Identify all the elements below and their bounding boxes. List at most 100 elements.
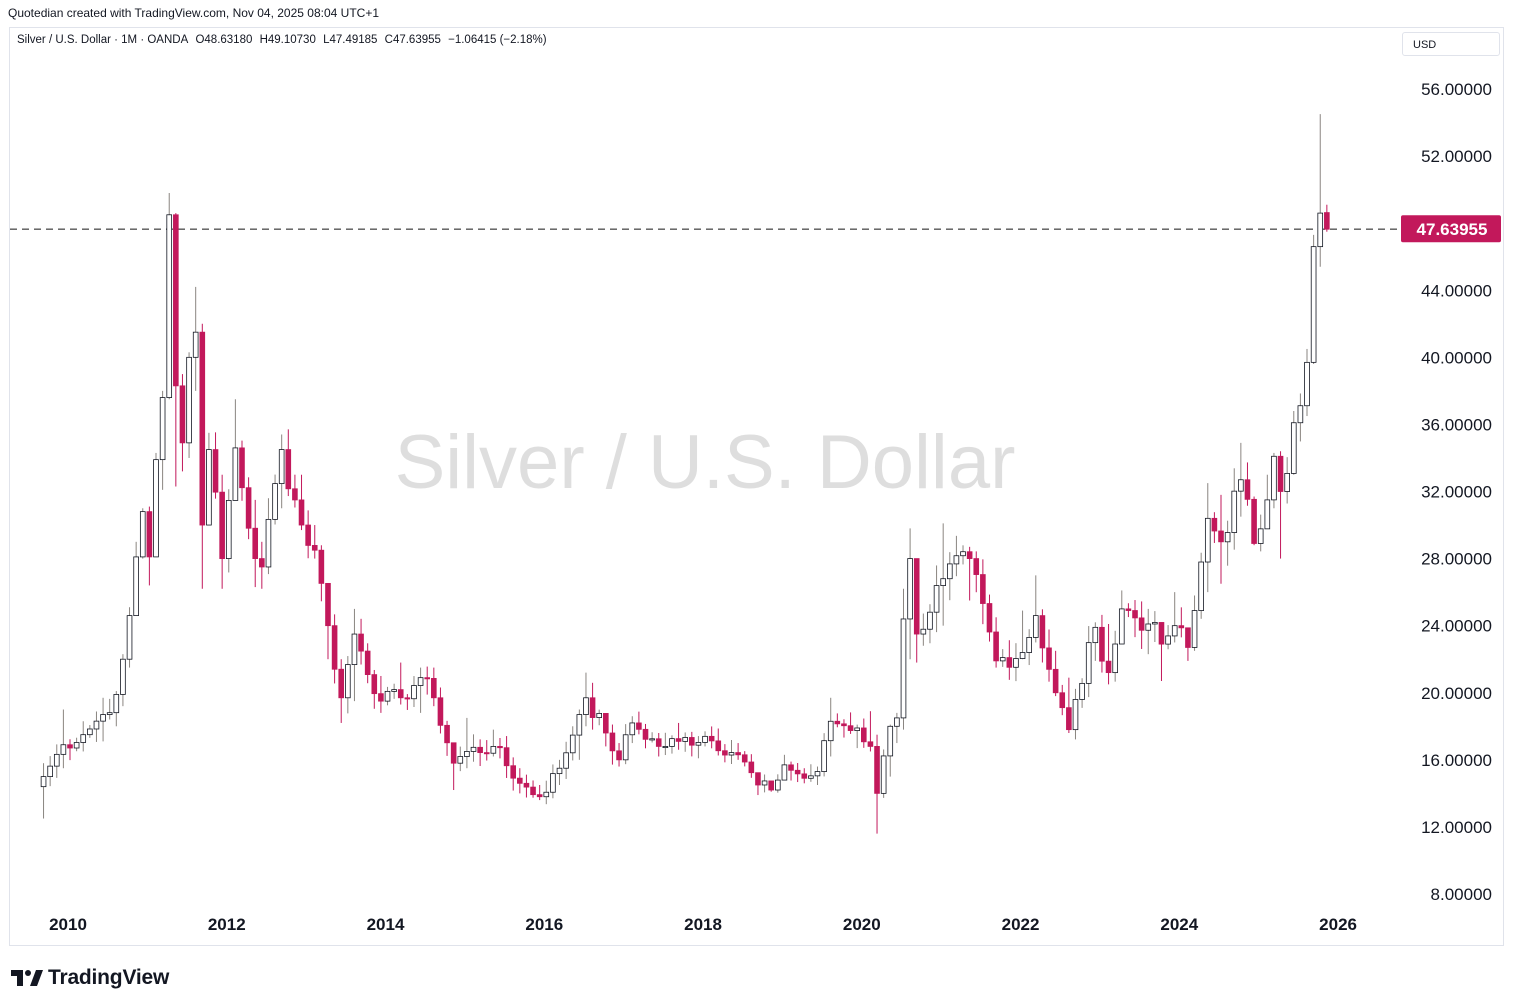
candle-down xyxy=(497,746,503,749)
candle-down xyxy=(689,737,695,746)
candle-up xyxy=(761,780,768,786)
candle-up xyxy=(781,764,788,781)
time-tick-label: 2026 xyxy=(1319,915,1357,934)
candle-down xyxy=(292,488,298,501)
candle-up xyxy=(556,767,563,775)
time-axis: 2010 2012 2014 2016 2018 2020 2022 2024 2026 xyxy=(49,915,1357,934)
candle-down xyxy=(444,724,450,744)
candle-down xyxy=(741,754,748,763)
candle-down xyxy=(1059,692,1066,709)
tradingview-logo[interactable]: TradingView xyxy=(10,964,169,992)
candle-down xyxy=(1251,498,1257,544)
candle-up xyxy=(894,717,900,727)
chart-frame xyxy=(9,27,1504,946)
time-tick-label: 2018 xyxy=(684,915,722,934)
candle-up xyxy=(100,714,106,722)
candle-down xyxy=(794,769,801,775)
price-tick-label: 52.00000 xyxy=(1421,147,1492,166)
candle-up xyxy=(1145,623,1152,631)
candle-down xyxy=(239,447,245,489)
candle-down xyxy=(517,777,523,784)
candle-up xyxy=(629,722,636,736)
candle-down xyxy=(431,678,437,699)
symbol-name: Silver / U.S. Dollar · 1M · OANDA xyxy=(17,34,189,46)
candle-up xyxy=(411,685,417,700)
candle-up xyxy=(583,697,589,715)
candle-up xyxy=(808,775,814,779)
candle-up xyxy=(920,628,927,635)
candle-down xyxy=(371,674,378,695)
candle-down xyxy=(1006,657,1013,668)
candle-down xyxy=(67,744,73,749)
change-value: −1.06415 (−2.18%) xyxy=(448,34,547,46)
candle-down xyxy=(311,545,318,551)
candle-up xyxy=(960,551,966,557)
candle-up xyxy=(775,779,781,791)
candle-down xyxy=(1125,608,1132,611)
candle-up xyxy=(159,397,166,461)
close-value: C47.63955 xyxy=(384,34,441,46)
currency-button[interactable]: USD xyxy=(1402,32,1500,56)
candle-down xyxy=(1099,626,1105,662)
candle-up xyxy=(153,459,159,558)
candle-down xyxy=(589,697,596,718)
candle-up xyxy=(827,720,834,742)
candle-up xyxy=(1310,246,1317,363)
candle-series xyxy=(40,114,1330,834)
candle-up xyxy=(576,714,583,736)
candle-up xyxy=(1198,561,1204,611)
candle-down xyxy=(861,727,867,743)
candle-down xyxy=(1066,707,1072,731)
low-value: L47.49185 xyxy=(323,34,378,46)
candle-up xyxy=(728,752,735,756)
candle-down xyxy=(397,689,404,699)
candle-down xyxy=(338,668,345,699)
tradingview-logo-text: TradingView xyxy=(48,966,170,989)
candle-up xyxy=(543,791,550,798)
candle-down xyxy=(523,782,530,788)
candle-up xyxy=(1224,532,1231,543)
candle-down xyxy=(1244,479,1251,500)
candle-down xyxy=(305,524,311,546)
price-tick-label: 12.00000 xyxy=(1421,818,1492,837)
candle-up xyxy=(550,773,556,793)
candle-up xyxy=(265,518,272,568)
candle-down xyxy=(748,761,755,774)
candle-up xyxy=(40,776,47,788)
candle-up xyxy=(596,713,602,718)
candle-up xyxy=(53,753,60,767)
candle-up xyxy=(814,771,821,777)
candle-down xyxy=(404,697,411,700)
candle-down xyxy=(603,713,609,734)
candle-down xyxy=(966,551,973,559)
candle-down xyxy=(1132,610,1138,619)
candle-down xyxy=(735,752,741,756)
candle-up xyxy=(87,728,93,736)
candle-down xyxy=(675,738,682,742)
candle-up xyxy=(887,725,894,757)
candle-up xyxy=(73,742,80,749)
candle-down xyxy=(708,735,715,742)
candle-up xyxy=(940,578,946,586)
candle-up xyxy=(1152,622,1158,625)
price-tick-label: 44.00000 xyxy=(1421,281,1492,300)
candle-down xyxy=(609,732,616,752)
candle-down xyxy=(212,449,219,493)
price-tick-label: 28.00000 xyxy=(1421,550,1492,569)
candle-up xyxy=(854,727,860,731)
candle-up xyxy=(927,611,933,630)
candle-up xyxy=(351,633,358,666)
candle-up xyxy=(821,740,827,772)
candle-up xyxy=(133,556,139,617)
candle-down xyxy=(715,740,722,752)
time-tick-label: 2020 xyxy=(843,915,881,934)
candle-down xyxy=(358,633,364,652)
candle-down xyxy=(503,747,510,767)
time-tick-label: 2012 xyxy=(208,915,246,934)
candle-up xyxy=(1165,635,1171,645)
candle-down xyxy=(179,385,186,444)
candle-down xyxy=(993,631,999,662)
candle-up xyxy=(1317,212,1324,248)
candle-down xyxy=(146,511,153,558)
